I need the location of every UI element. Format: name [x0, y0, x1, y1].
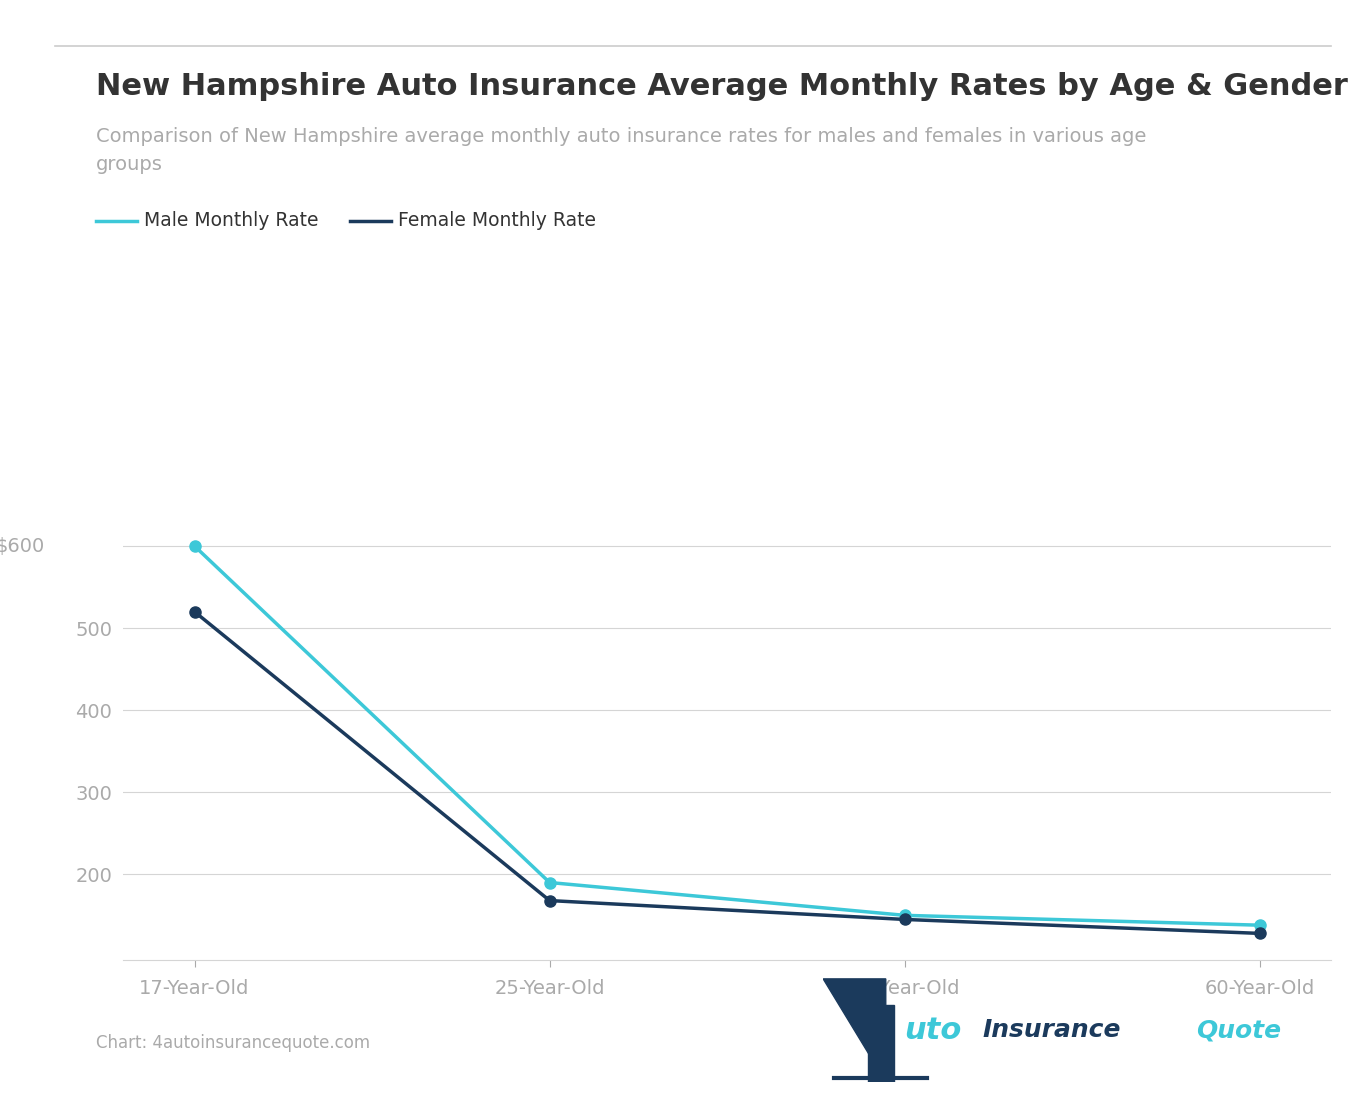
Polygon shape: [823, 979, 886, 1082]
Text: $600: $600: [0, 537, 45, 555]
Text: Male Monthly Rate: Male Monthly Rate: [144, 211, 318, 231]
Text: New Hampshire Auto Insurance Average Monthly Rates by Age & Gender: New Hampshire Auto Insurance Average Mon…: [96, 72, 1347, 100]
Text: Female Monthly Rate: Female Monthly Rate: [398, 211, 595, 231]
FancyBboxPatch shape: [867, 1005, 893, 1082]
Text: uto: uto: [904, 1016, 962, 1044]
Text: Comparison of New Hampshire average monthly auto insurance rates for males and f: Comparison of New Hampshire average mont…: [96, 127, 1147, 174]
Text: Chart: 4autoinsurancequote.com: Chart: 4autoinsurancequote.com: [96, 1034, 370, 1052]
Text: Quote: Quote: [1196, 1018, 1281, 1042]
Text: Insurance: Insurance: [982, 1018, 1121, 1042]
